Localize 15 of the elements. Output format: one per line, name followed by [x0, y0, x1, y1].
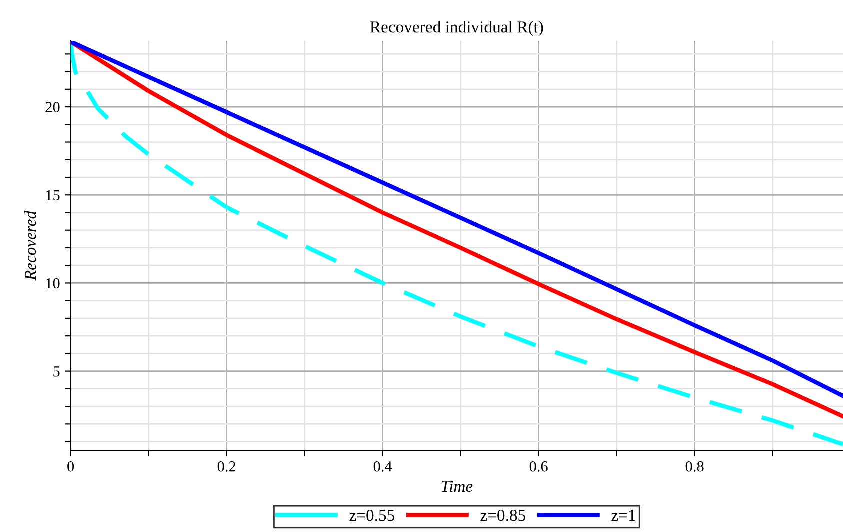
- y-tick-label: 15: [46, 190, 60, 201]
- y-tick-label: 10: [46, 278, 60, 289]
- legend-label: z=0.85: [480, 510, 526, 522]
- y-tick-label: 5: [54, 366, 60, 377]
- x-tick-label: 0.2: [218, 461, 236, 472]
- legend-label: z=0.55: [350, 510, 395, 522]
- x-tick-label: 0.4: [374, 461, 392, 472]
- x-axis-title: Time: [442, 480, 473, 492]
- legend-label: z=1: [612, 510, 636, 522]
- y-tick-label: 20: [46, 102, 60, 112]
- x-tick-label: 0: [68, 461, 74, 472]
- chart-title: Recovered individual R(t): [370, 21, 544, 36]
- x-tick-label: 0.8: [686, 461, 704, 472]
- x-tick-label: 0.6: [530, 461, 548, 472]
- y-axis-title: Recovered: [24, 210, 36, 281]
